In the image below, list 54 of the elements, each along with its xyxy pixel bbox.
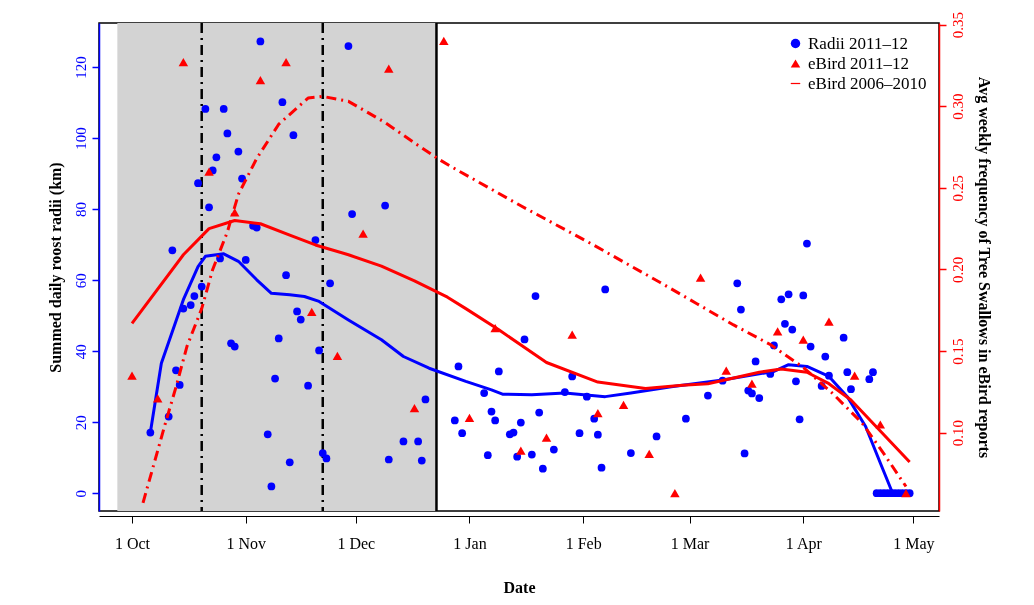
y2-tick-label: 0.30: [949, 93, 966, 120]
legend-label: eBird 2006–2010: [808, 73, 927, 93]
x-tick-label: 1 Jan: [453, 534, 487, 552]
point: [178, 58, 189, 67]
y2-axis-title: Avg weekly frequency of Tree Swallows in eBird reports: [974, 76, 993, 459]
point: [358, 229, 368, 238]
legend-label: Radii 2011–12: [808, 33, 908, 53]
x-tick-label: 1 Apr: [785, 534, 823, 553]
y-tick-label: 80: [72, 202, 89, 218]
point: [332, 351, 343, 361]
x-axis-title: Date: [503, 578, 536, 596]
y-tick-label: 20: [72, 415, 89, 431]
x-tick-label: 1 May: [893, 534, 935, 553]
point: [255, 76, 266, 85]
y-tick-label: 0: [72, 489, 89, 498]
point: [824, 317, 834, 326]
x-tick-label: 1 Mar: [670, 534, 711, 552]
point: [384, 64, 394, 73]
point: [670, 488, 680, 498]
y-tick-label: 100: [72, 127, 89, 150]
point: [464, 413, 475, 423]
y-tick-label: 60: [72, 273, 89, 289]
point: [798, 335, 809, 344]
point: [541, 433, 552, 442]
point: [849, 371, 860, 380]
point: [747, 379, 757, 388]
point: [127, 371, 137, 380]
point: [772, 327, 783, 336]
legend-label: eBird 2011–12: [808, 53, 909, 73]
point: [516, 446, 526, 455]
y2-tick-label: 0.10: [949, 420, 966, 447]
y-tick-label: 120: [72, 56, 89, 79]
y2-tick-label: 0.15: [949, 338, 966, 365]
point: [721, 366, 731, 375]
point: [281, 58, 291, 67]
y2-tick-label: 0.20: [949, 256, 966, 284]
point: [204, 167, 214, 176]
point: [875, 420, 886, 429]
y2-tick-label: 0.25: [949, 175, 966, 202]
point: [409, 404, 420, 413]
y-axis-title: Summed daily roost radii (km): [46, 162, 65, 373]
x-tick-label: 1 Dec: [337, 534, 376, 552]
point: [593, 408, 603, 418]
point: [644, 449, 654, 458]
point: [307, 307, 317, 316]
y-tick-label: 40: [72, 344, 89, 360]
y2-tick-label: 0.35: [949, 12, 966, 39]
x-tick-label: 1 Nov: [226, 534, 267, 552]
point: [567, 330, 577, 339]
x-tick-label: 1 Oct: [114, 534, 151, 552]
x-tick-label: 1 Feb: [565, 534, 602, 552]
point: [618, 400, 629, 410]
point: [439, 36, 449, 46]
point: [695, 273, 706, 282]
